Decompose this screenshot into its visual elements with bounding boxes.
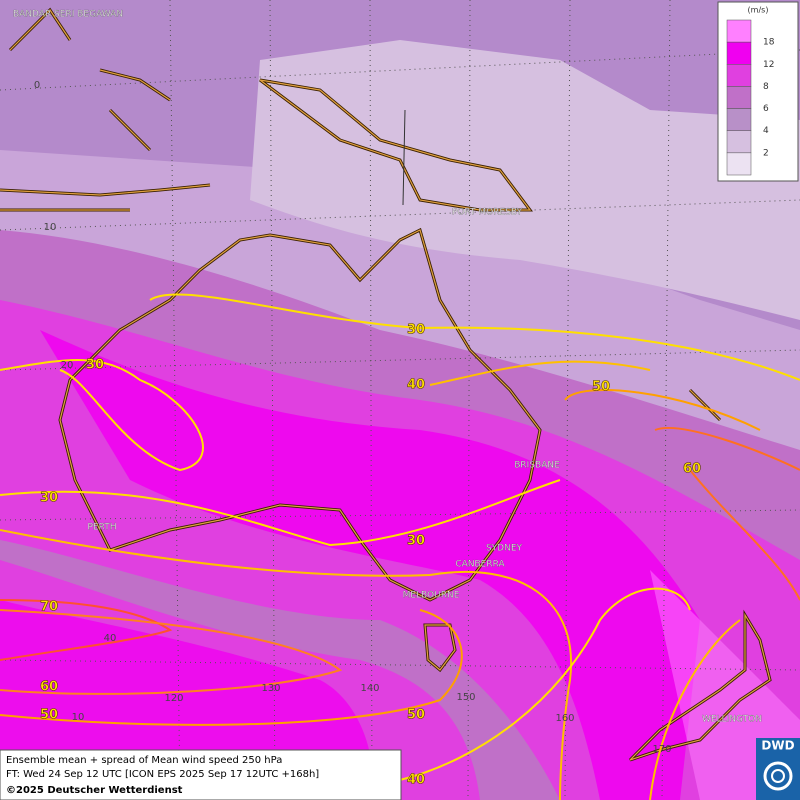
legend-label: 2 (763, 148, 769, 158)
contour-label: 60 (40, 680, 58, 695)
city-label: CANBERRA (455, 560, 505, 570)
legend-swatch (726, 108, 752, 131)
legend-label: 18 (763, 38, 775, 48)
grid-label: 130 (261, 683, 280, 694)
footer-line: FT: Wed 24 Sep 12 UTC [ICON EPS 2025 Sep… (6, 769, 319, 780)
legend-label: 12 (763, 60, 774, 70)
field-jet (40, 330, 700, 800)
grid-label: 10 (44, 222, 57, 233)
legend-label: 4 (763, 126, 769, 136)
grid-label: 170 (652, 744, 671, 755)
city-label: SYDNEY (486, 544, 523, 554)
grid-label: 20 (61, 360, 74, 371)
contour-label: 50 (592, 380, 610, 395)
contour-label: 30 (86, 358, 104, 373)
logo-icon (771, 769, 785, 783)
legend-unit: (m/s) (748, 6, 769, 15)
contour-label: 40 (407, 378, 425, 393)
legend-swatch (726, 152, 752, 176)
city-label: WELLINGTON (702, 715, 762, 725)
legend-swatch (726, 64, 752, 87)
contour-label: 50 (407, 708, 425, 723)
logo-icon (763, 761, 793, 791)
contour-label: 30 (40, 491, 58, 506)
legend-label: 6 (763, 104, 769, 114)
grid-label: 120 (164, 693, 183, 704)
legend-label: 8 (763, 82, 769, 92)
logo-text: DWD (761, 739, 794, 753)
contour-label: 70 (40, 600, 58, 615)
contour-label: 60 (683, 462, 701, 477)
grid-label: 0 (34, 80, 40, 91)
footer-copyright: ©2025 Deutscher Wetterdienst (6, 785, 183, 796)
city-label: PERTH (88, 523, 117, 533)
contours (0, 293, 800, 800)
grid-label: 150 (456, 692, 475, 703)
labels: BANDAR SERI BEGAWAN PORT MORESBY BRISBANE P… (13, 9, 762, 788)
legend-swatch (726, 86, 752, 109)
city-label: MELBOURNE (403, 591, 460, 601)
city-label: PORT MORESBY (452, 208, 523, 218)
footer-box (0, 749, 402, 800)
contour-label: 50 (40, 708, 58, 723)
city-label: BRISBANE (514, 461, 560, 471)
legend: (m/s) 18 12 8 6 4 2 (717, 1, 799, 182)
city-label: BANDAR SERI BEGAWAN (13, 10, 123, 20)
field-calm (250, 40, 800, 320)
grid-label: 40 (104, 633, 117, 644)
coastlines (0, 7, 772, 762)
contour-label: 40 (407, 773, 425, 788)
grid-label: 140 (360, 683, 379, 694)
contour-label: 30 (407, 323, 425, 338)
footer-line: Ensemble mean + spread of Mean wind spee… (6, 755, 282, 766)
contour-label: 30 (407, 534, 425, 549)
grid-label: 160 (555, 713, 574, 724)
grid-label: 10 (72, 712, 85, 723)
legend-swatch (726, 41, 752, 65)
legend-swatch (726, 19, 752, 43)
legend-swatch (726, 130, 752, 154)
